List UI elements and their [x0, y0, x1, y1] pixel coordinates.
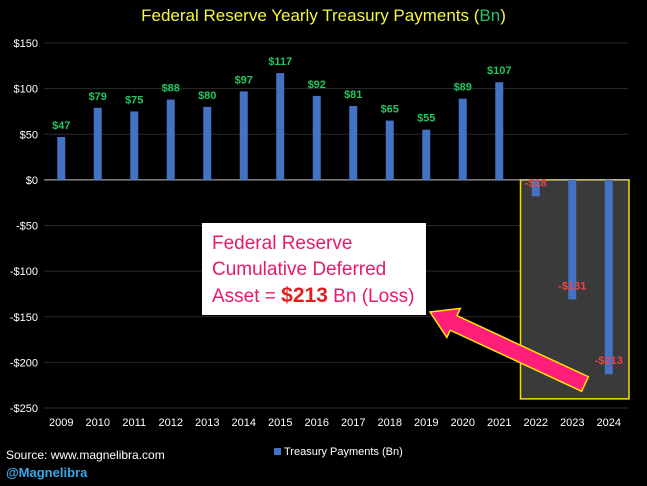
y-tick-label: $0 — [26, 175, 38, 187]
bar — [57, 136, 66, 180]
chart-title-close: ) — [500, 6, 506, 25]
y-tick-label: -$100 — [10, 266, 38, 278]
y-tick-label: $100 — [14, 84, 38, 96]
legend-label: Treasury Payments (Bn) — [284, 446, 403, 458]
bar — [166, 99, 175, 180]
callout-line-3-suffix: Bn (Loss) — [327, 286, 415, 307]
y-tick-label: $50 — [20, 129, 38, 141]
bar — [130, 111, 139, 180]
bar — [458, 98, 467, 180]
data-label: $92 — [308, 79, 326, 91]
callout-line-2: Cumulative Deferred — [212, 259, 387, 280]
callout-line-3: Asset = $213 Bn (Loss) — [212, 283, 426, 310]
data-label: $65 — [381, 104, 399, 116]
bar — [422, 129, 431, 180]
y-tick-label: $150 — [14, 38, 38, 50]
chart-title: Federal Reserve Yearly Treasury Payments… — [0, 6, 647, 26]
callout-line-1: Federal Reserve — [212, 233, 353, 254]
callout-arrow — [428, 307, 590, 393]
data-label: $47 — [52, 120, 70, 132]
callout-amount: $213 — [281, 284, 328, 307]
bar — [239, 91, 248, 180]
x-tick-label: 2017 — [341, 417, 365, 429]
legend: Treasury Payments (Bn) — [274, 446, 403, 458]
x-tick-label: 2023 — [560, 417, 584, 429]
y-tick-label: -$150 — [10, 312, 38, 324]
twitter-handle: @Magnelibra — [6, 465, 88, 480]
y-tick-label: -$200 — [10, 357, 38, 369]
x-tick-label: 2022 — [524, 417, 548, 429]
x-tick-label: 2016 — [305, 417, 329, 429]
x-tick-label: 2019 — [414, 417, 438, 429]
callout-box: Federal Reserve Cumulative Deferred Asse… — [202, 223, 426, 315]
bar — [276, 73, 285, 180]
data-label: $107 — [487, 65, 511, 77]
x-tick-label: 2013 — [195, 417, 219, 429]
bar — [531, 179, 540, 197]
bar — [604, 179, 613, 375]
x-tick-label: 2021 — [487, 417, 511, 429]
bar — [312, 95, 321, 180]
data-label: $117 — [268, 56, 292, 68]
data-label: $55 — [417, 113, 435, 125]
y-tick-label: -$50 — [16, 221, 38, 233]
data-label: $80 — [198, 90, 216, 102]
bar — [495, 82, 504, 180]
data-label: $79 — [89, 91, 107, 103]
data-label: -$18 — [525, 177, 547, 189]
bar — [93, 107, 102, 180]
data-label: -$131 — [558, 280, 586, 292]
x-tick-label: 2011 — [122, 417, 146, 429]
bar — [385, 120, 394, 180]
x-tick-label: 2010 — [86, 417, 110, 429]
x-tick-label: 2012 — [159, 417, 183, 429]
callout-line-3-prefix: Asset = — [212, 286, 282, 307]
bar — [568, 179, 577, 300]
data-label: $75 — [125, 94, 143, 106]
data-label: $89 — [454, 82, 472, 94]
y-tick-label: -$250 — [10, 403, 38, 415]
legend-swatch — [274, 448, 281, 455]
data-label: -$213 — [595, 355, 623, 367]
x-tick-label: 2024 — [597, 417, 621, 429]
data-label: $88 — [162, 83, 180, 95]
x-tick-label: 2018 — [378, 417, 402, 429]
data-label: $81 — [344, 89, 362, 101]
x-tick-label: 2009 — [49, 417, 73, 429]
chart-title-main: Federal Reserve Yearly Treasury Payments… — [141, 6, 480, 25]
data-label: $97 — [235, 74, 253, 86]
bar — [349, 105, 358, 180]
source-text: Source: www.magnelibra.com — [6, 448, 165, 462]
x-tick-label: 2015 — [268, 417, 292, 429]
chart-title-unit: Bn — [479, 6, 501, 25]
x-tick-label: 2014 — [232, 417, 256, 429]
x-tick-label: 2020 — [451, 417, 475, 429]
bar — [203, 106, 212, 180]
